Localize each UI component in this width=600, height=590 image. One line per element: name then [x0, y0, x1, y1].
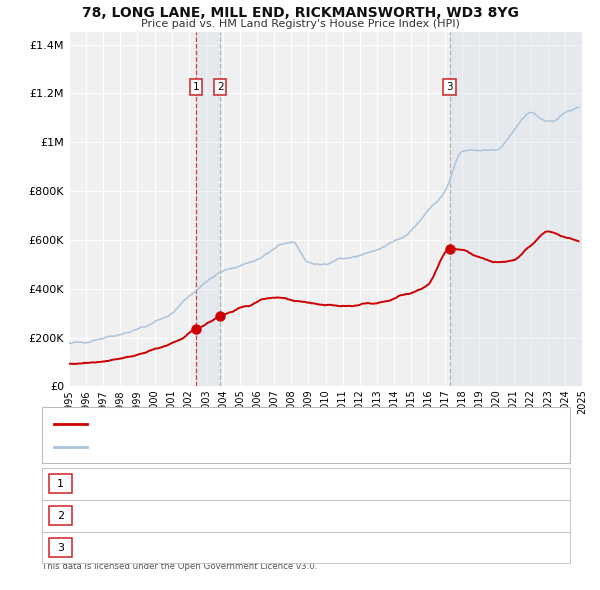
- Text: £235,000: £235,000: [268, 479, 320, 489]
- Text: £562,000: £562,000: [268, 543, 320, 552]
- Text: £287,500: £287,500: [268, 511, 320, 520]
- Text: 3: 3: [446, 83, 453, 92]
- Text: 1: 1: [57, 479, 64, 489]
- Text: HPI: Average price, detached house, Three Rivers: HPI: Average price, detached house, Thre…: [93, 442, 335, 453]
- Text: 43% ↓ HPI: 43% ↓ HPI: [414, 543, 474, 552]
- Text: Price paid vs. HM Land Registry's House Price Index (HPI): Price paid vs. HM Land Registry's House …: [140, 19, 460, 29]
- Text: 2: 2: [217, 83, 223, 92]
- Text: 07-JUN-2002: 07-JUN-2002: [109, 479, 179, 489]
- Text: 1: 1: [193, 83, 200, 92]
- Text: Contains HM Land Registry data © Crown copyright and database right 2024.: Contains HM Land Registry data © Crown c…: [42, 552, 377, 560]
- Text: This data is licensed under the Open Government Licence v3.0.: This data is licensed under the Open Gov…: [42, 562, 317, 571]
- Text: 78, LONG LANE, MILL END, RICKMANSWORTH, WD3 8YG (detached house): 78, LONG LANE, MILL END, RICKMANSWORTH, …: [93, 419, 457, 429]
- Bar: [449, 32, 582, 386]
- Text: 2: 2: [57, 511, 64, 520]
- Text: 42% ↓ HPI: 42% ↓ HPI: [414, 479, 474, 489]
- Text: 06-APR-2017: 06-APR-2017: [108, 543, 180, 552]
- Text: 78, LONG LANE, MILL END, RICKMANSWORTH, WD3 8YG: 78, LONG LANE, MILL END, RICKMANSWORTH, …: [82, 6, 518, 20]
- Text: 39% ↓ HPI: 39% ↓ HPI: [414, 511, 474, 520]
- Text: 3: 3: [57, 543, 64, 552]
- Text: 07-NOV-2003: 07-NOV-2003: [107, 511, 181, 520]
- Bar: [196, 32, 220, 386]
